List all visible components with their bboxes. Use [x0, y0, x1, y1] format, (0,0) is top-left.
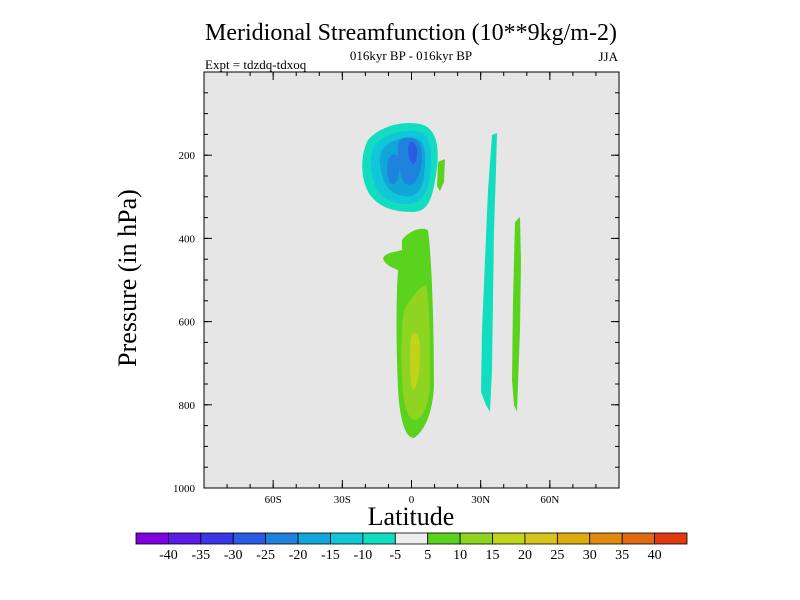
colorbar-box [200, 532, 234, 545]
x-tick-label: 30S [334, 494, 351, 506]
y-tick-label: 400 [179, 233, 196, 245]
colorbar-label: 20 [518, 548, 532, 563]
colorbar-box [589, 532, 623, 545]
colorbar-box [492, 532, 526, 545]
x-axis-label: Latitude [368, 502, 455, 531]
colorbar-box [459, 532, 493, 545]
contour-pos-45n [512, 217, 521, 412]
y-tick-label: 1000 [173, 483, 196, 495]
colorbar-label: -15 [321, 548, 340, 563]
x-tick-label: 0 [409, 494, 415, 506]
colorbar-label: -35 [191, 548, 210, 563]
x-tick-label: 60N [540, 494, 559, 506]
colorbar-label: 25 [550, 548, 564, 563]
colorbar-label: 5 [424, 548, 431, 563]
colorbar-box [330, 532, 364, 545]
colorbar-box [621, 532, 655, 545]
colorbar-box [232, 532, 267, 545]
colorbar-label: -10 [354, 548, 373, 563]
x-tick-label: 30N [471, 494, 490, 506]
colorbar-box [265, 532, 299, 545]
chart-subtitle: 016kyr BP - 016kyr BP [350, 48, 472, 63]
y-tick-label: 800 [179, 400, 196, 412]
colorbar-label: 30 [583, 548, 597, 563]
colorbar-box [654, 532, 688, 545]
x-tick-label: 60S [265, 494, 282, 506]
colorbar-label: -20 [289, 548, 308, 563]
axes: 60S 30S 0 30N 60N 200 400 600 800 1000 [173, 71, 620, 506]
colorbar-label: -25 [256, 548, 275, 563]
colorbar-box [135, 532, 169, 545]
contour-layer [362, 122, 521, 438]
chart-title: Meridional Streamfunction (10**9kg/m-2) [205, 20, 617, 46]
colorbar-box [394, 532, 429, 545]
colorbar-box [168, 532, 202, 545]
experiment-label: Expt = tdzdq-tdxoq [205, 57, 307, 72]
colorbar-box [297, 532, 331, 545]
colorbar-label: -30 [224, 548, 243, 563]
contour-neg-30n [481, 133, 497, 412]
contour-neg-cell-20b [387, 154, 400, 184]
colorbar-label: 40 [648, 548, 662, 563]
colorbar-box [524, 532, 558, 545]
colorbar-label: 15 [486, 548, 500, 563]
y-tick-label: 200 [179, 150, 196, 162]
colorbar-box [427, 532, 461, 545]
contour-pos-small-upper [437, 159, 445, 191]
y-tick-label: 600 [179, 317, 196, 329]
colorbar-box [556, 532, 591, 545]
colorbar-label: 35 [615, 548, 629, 563]
colorbar-label: -40 [159, 548, 178, 563]
contour-pos-cell-15 [410, 333, 420, 390]
y-axis-label: Pressure (in hPa) [113, 189, 142, 367]
colorbar-label: -5 [389, 548, 401, 563]
colorbar-box [362, 532, 396, 545]
season-label: JJA [598, 49, 618, 64]
colorbar: -40 -35 -30 -25 -20 -15 -10 -5 5 10 15 20 25 30 35 40 [135, 532, 688, 563]
colorbar-label: 10 [453, 548, 467, 563]
contour-neg-cell-25 [408, 141, 418, 164]
